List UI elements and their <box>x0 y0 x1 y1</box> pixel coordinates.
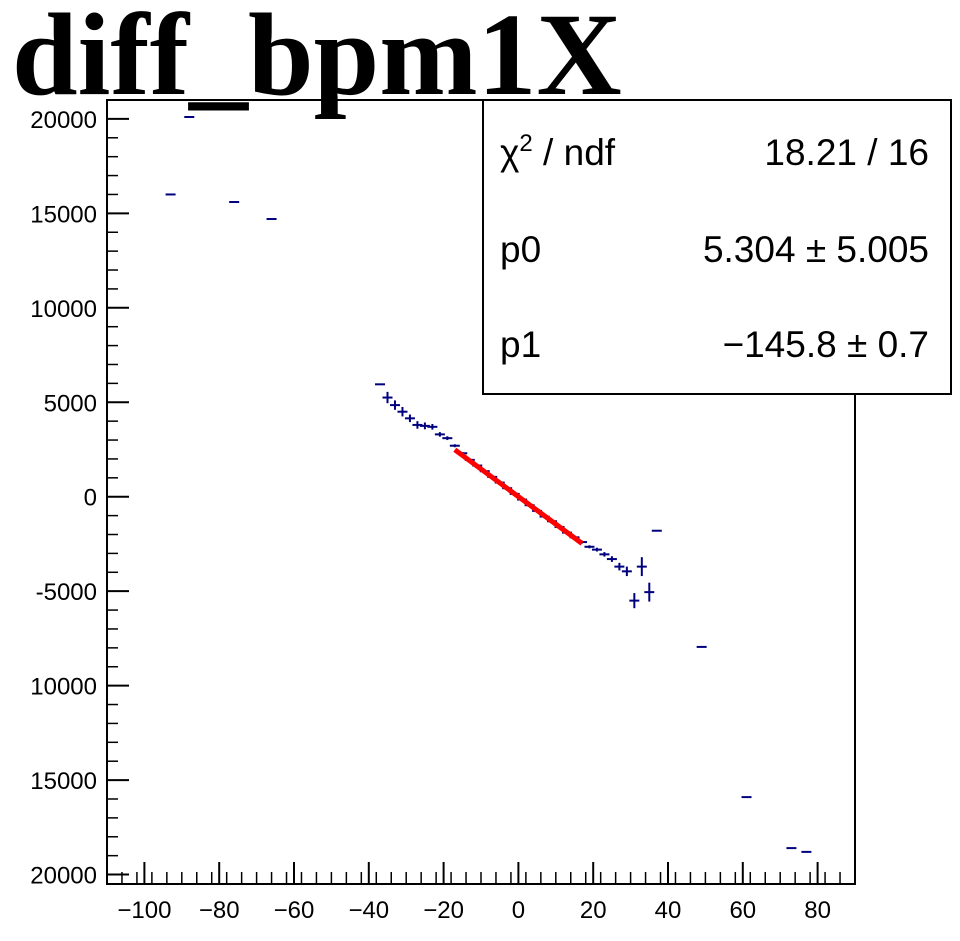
data-point <box>389 400 400 410</box>
y-tick-label: 5000 <box>44 390 97 417</box>
data-point <box>614 562 625 571</box>
x-tick-label: −100 <box>117 897 171 924</box>
y-tick-label: 20000 <box>30 863 97 890</box>
data-point <box>636 557 647 577</box>
data-point <box>449 444 460 448</box>
y-tick-label: 10000 <box>30 674 97 701</box>
stat-label: p1 <box>500 324 541 365</box>
y-tick-label: 15000 <box>30 768 97 795</box>
stats-box-frame <box>482 99 952 395</box>
x-tick-label: 20 <box>580 897 607 924</box>
data-point <box>629 593 640 609</box>
x-tick-label: −20 <box>423 897 464 924</box>
y-tick-label: 0 <box>84 485 97 512</box>
data-point <box>404 414 415 423</box>
data-point <box>599 552 610 557</box>
fit-line <box>453 447 584 546</box>
data-point <box>606 556 617 562</box>
stat-value: 5.304 ± 5.005 <box>703 229 929 270</box>
stat-label: p0 <box>500 229 541 270</box>
axes: −100 −80 −60 −40 −20 0 20 40 60 80 20000 15000 10000… <box>30 99 856 924</box>
y-tick-label: 20000 <box>30 107 97 134</box>
x-tick-label: 60 <box>729 897 756 924</box>
stats-box: χ2 / ndf 18.21 / 16 p0 5.304 ± 5.005 p1 −145.… <box>482 99 952 395</box>
fit-layer <box>453 447 584 546</box>
data-point <box>644 582 655 602</box>
data-point <box>621 566 632 577</box>
data-point <box>584 545 595 549</box>
x-tick-label: 0 <box>512 897 525 924</box>
x-tick-label: −40 <box>348 897 389 924</box>
x-tick-label: 40 <box>655 897 682 924</box>
x-tick-label: −80 <box>199 897 240 924</box>
y-tick-label: -5000 <box>36 579 97 606</box>
stat-value: −145.8 ± 0.7 <box>723 324 930 365</box>
data-point <box>427 423 438 430</box>
chart-title: diff_bpm1X <box>12 0 622 120</box>
data-point <box>397 406 408 417</box>
stat-value: 18.21 / 16 <box>764 132 929 173</box>
stat-label: χ2 / ndf <box>500 130 616 173</box>
x-tick-label: 80 <box>804 897 831 924</box>
data-point <box>434 432 445 437</box>
data-point <box>382 391 393 404</box>
data-point <box>591 547 602 552</box>
y-tick-label: 10000 <box>30 296 97 323</box>
y-tick-label: 15000 <box>30 201 97 228</box>
data-point <box>442 436 453 441</box>
x-tick-label: −60 <box>274 897 315 924</box>
